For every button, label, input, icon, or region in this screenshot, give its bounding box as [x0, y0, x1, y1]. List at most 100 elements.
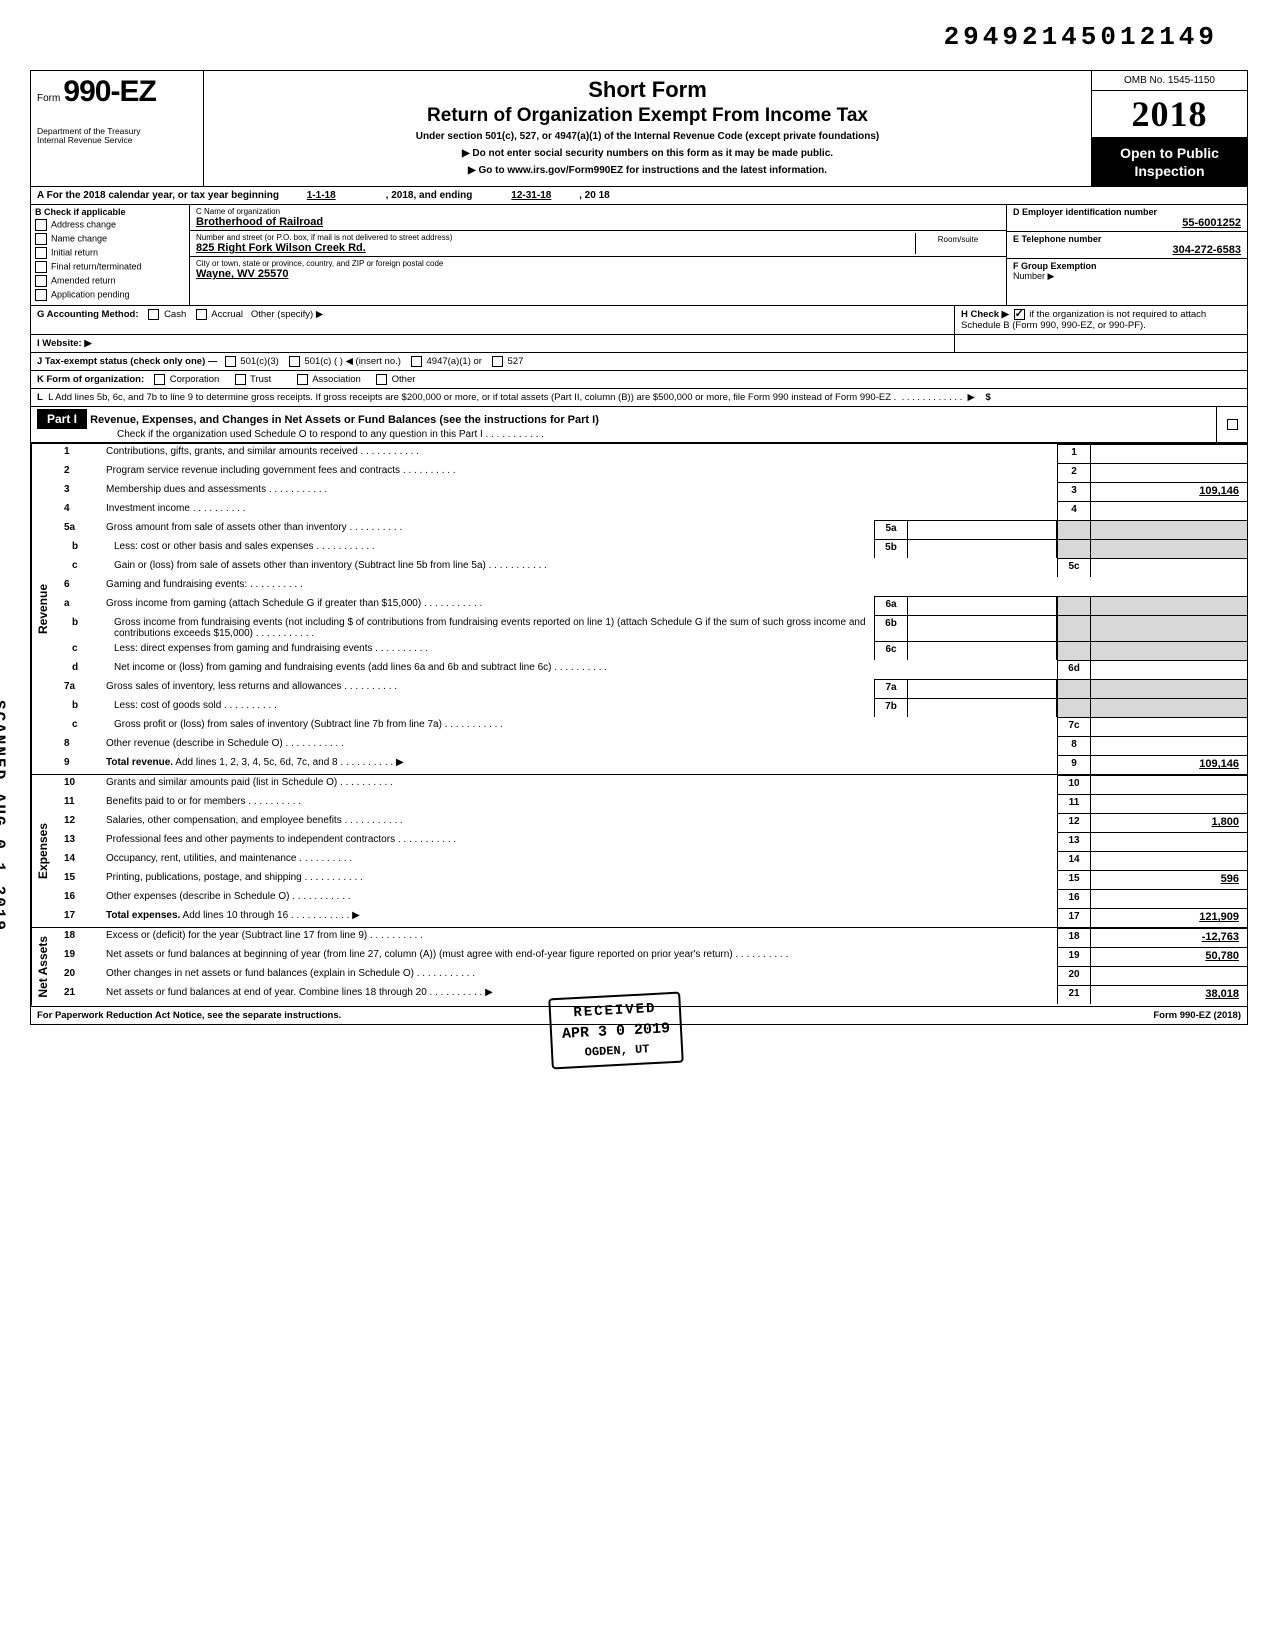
right-val-box [1090, 832, 1247, 851]
col-d-right: D Employer identification number 55-6001… [1007, 205, 1247, 305]
chk-527[interactable] [492, 356, 503, 367]
line-number: 19 [54, 947, 102, 966]
line-text: Less: cost or other basis and sales expe… [110, 539, 874, 558]
right-num-box: 2 [1057, 463, 1090, 482]
mid-box-value [908, 641, 1057, 660]
right-val-box: 1,800 [1090, 813, 1247, 832]
open-to-public: Open to Public [1094, 144, 1245, 162]
row-j-tax-exempt: J Tax-exempt status (check only one) — 5… [31, 353, 1247, 370]
line-number: 10 [54, 775, 102, 794]
chk-application-pending[interactable] [35, 289, 47, 301]
line-number: 13 [54, 832, 102, 851]
right-val-shaded [1090, 698, 1247, 717]
chk-501c3[interactable] [225, 356, 236, 367]
row-k-form-org: K Form of organization: Corporation Trus… [31, 371, 1247, 388]
line-15: 15Printing, publications, postage, and s… [54, 870, 1247, 889]
chk-4947[interactable] [411, 356, 422, 367]
chk-no-schedule-b[interactable] [1014, 309, 1025, 320]
chk-trust[interactable] [235, 374, 246, 385]
row-a-calendar-year: A For the 2018 calendar year, or tax yea… [31, 187, 1247, 205]
line-number: a [54, 596, 102, 615]
right-num-box: 20 [1057, 966, 1090, 985]
line-20: 20Other changes in net assets or fund ba… [54, 966, 1247, 985]
line-6b: bGross income from fundraising events (n… [54, 615, 1247, 641]
line-text: Less: cost of goods sold . . . . . . . .… [110, 698, 874, 717]
right-val-box [1090, 501, 1247, 520]
line-number: 20 [54, 966, 102, 985]
mid-box-label: 7b [874, 698, 908, 717]
chk-501c[interactable] [289, 356, 300, 367]
phone-value: 304-272-6583 [1013, 244, 1241, 256]
right-val-box [1090, 444, 1247, 463]
right-num-box: 5c [1057, 558, 1090, 577]
line-6c: cLess: direct expenses from gaming and f… [54, 641, 1247, 660]
line-text: Gaming and fundraising events: . . . . .… [102, 577, 1247, 596]
year-end: 12-31-18 [511, 190, 551, 201]
line-text: Less: direct expenses from gaming and fu… [110, 641, 874, 660]
line-number: 7a [54, 679, 102, 698]
right-val-shaded [1090, 615, 1247, 641]
line-text: Program service revenue including govern… [102, 463, 1057, 482]
form-label: Form [37, 93, 60, 104]
chk-corporation[interactable] [154, 374, 165, 385]
right-num-box: 18 [1057, 928, 1090, 947]
instr-website: ▶ Go to www.irs.gov/Form990EZ for instru… [210, 165, 1085, 176]
chk-association[interactable] [297, 374, 308, 385]
chk-initial-return[interactable] [35, 247, 47, 259]
right-val-shaded [1090, 679, 1247, 698]
line-text: Printing, publications, postage, and shi… [102, 870, 1057, 889]
right-val-box [1090, 966, 1247, 985]
line-text: Net income or (loss) from gaming and fun… [110, 660, 1057, 679]
form-title-box: Short Form Return of Organization Exempt… [204, 71, 1091, 186]
line-5b: bLess: cost or other basis and sales exp… [54, 539, 1247, 558]
line-text: Salaries, other compensation, and employ… [102, 813, 1057, 832]
line-6d: dNet income or (loss) from gaming and fu… [54, 660, 1247, 679]
line-number: 8 [54, 736, 102, 755]
chk-amended[interactable] [35, 275, 47, 287]
col-c-org-info: C Name of organization Brotherhood of Ra… [190, 205, 1007, 305]
part-1-subtitle: Check if the organization used Schedule … [37, 429, 1210, 440]
line-10: 10Grants and similar amounts paid (list … [54, 775, 1247, 794]
line-6a: aGross income from gaming (attach Schedu… [54, 596, 1247, 615]
chk-schedule-o[interactable] [1227, 419, 1238, 430]
mid-box-label: 5a [874, 520, 908, 539]
row-h-schedule-b: H Check ▶ if the organization is not req… [954, 306, 1247, 334]
inspection: Inspection [1094, 162, 1245, 180]
right-val-shaded [1090, 539, 1247, 558]
header-right-box: OMB No. 1545-1150 2018 Open to Public In… [1091, 71, 1247, 186]
line-12: 12Salaries, other compensation, and empl… [54, 813, 1247, 832]
line-number: 17 [54, 908, 102, 927]
org-name: Brotherhood of Railroad [196, 216, 323, 228]
right-num-box: 11 [1057, 794, 1090, 813]
chk-cash[interactable] [148, 309, 159, 320]
title-return: Return of Organization Exempt From Incom… [210, 105, 1085, 127]
right-val-box: 596 [1090, 870, 1247, 889]
line-number: 5a [54, 520, 102, 539]
chk-address-change[interactable] [35, 219, 47, 231]
chk-accrual[interactable] [196, 309, 207, 320]
chk-final-return[interactable] [35, 261, 47, 273]
mid-box-label: 6a [874, 596, 908, 615]
line-5c: cGain or (loss) from sale of assets othe… [54, 558, 1247, 577]
line-text: Occupancy, rent, utilities, and maintena… [102, 851, 1057, 870]
stamp-received: RECEIVED [561, 1000, 670, 1022]
right-num-box: 12 [1057, 813, 1090, 832]
right-num-shaded [1057, 615, 1090, 641]
line-text: Investment income . . . . . . . . . . [102, 501, 1057, 520]
right-val-box [1090, 660, 1247, 679]
line-text: Gross amount from sale of assets other t… [102, 520, 874, 539]
line-text: Excess or (deficit) for the year (Subtra… [102, 928, 1057, 947]
line-11: 11Benefits paid to or for members . . . … [54, 794, 1247, 813]
line-number: 6 [54, 577, 102, 596]
line-number: d [54, 660, 110, 679]
mid-box-label: 7a [874, 679, 908, 698]
chk-name-change[interactable] [35, 233, 47, 245]
line-8: 8Other revenue (describe in Schedule O) … [54, 736, 1247, 755]
stamp-location: OGDEN, UT [563, 1041, 672, 1061]
line-number: c [54, 641, 110, 660]
under-section-text: Under section 501(c), 527, or 4947(a)(1)… [210, 131, 1085, 142]
mid-box-value [908, 679, 1057, 698]
line-text: Net assets or fund balances at beginning… [102, 947, 1057, 966]
chk-other-org[interactable] [376, 374, 387, 385]
line-19: 19Net assets or fund balances at beginni… [54, 947, 1247, 966]
